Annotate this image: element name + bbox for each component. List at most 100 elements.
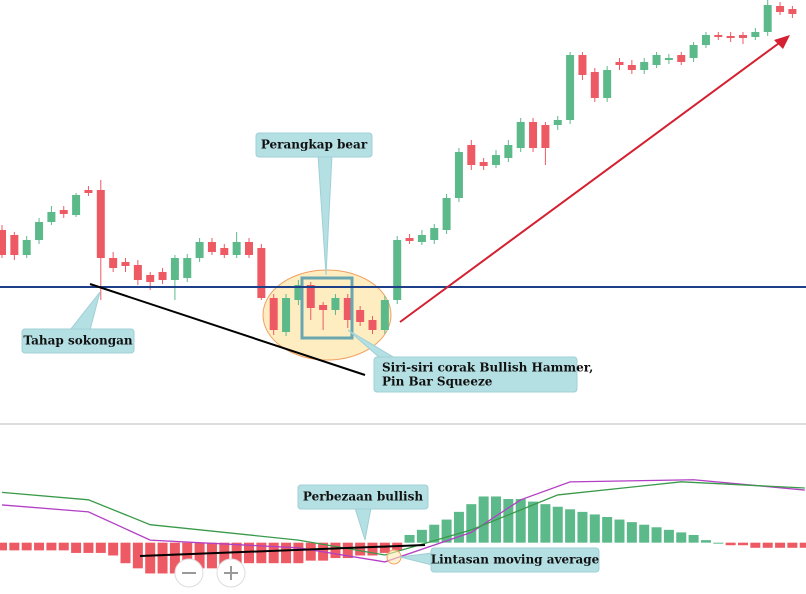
annotation: Tahap sokongan — [23, 334, 133, 348]
callout-box — [430, 547, 600, 573]
candle-body — [529, 122, 538, 148]
candle-body — [35, 222, 44, 240]
histogram-bar — [725, 542, 736, 546]
histogram-bar — [775, 542, 786, 548]
histogram-bar — [293, 542, 304, 564]
candle-body — [158, 272, 167, 280]
histogram-bar — [799, 542, 806, 548]
histogram-bar — [503, 499, 514, 543]
divergence-line — [139, 544, 426, 557]
histogram-bar — [342, 542, 353, 559]
histogram-bar — [713, 542, 724, 544]
candle-body — [504, 145, 513, 158]
candle-body — [776, 6, 785, 12]
histogram-bar — [404, 534, 415, 543]
annotation: Perbezaan bullish — [303, 490, 423, 504]
histogram-bar — [83, 542, 94, 553]
zoom-out[interactable] — [174, 558, 204, 588]
crossover-marker — [386, 549, 402, 565]
candle-body — [232, 242, 241, 255]
candle-body — [282, 298, 291, 332]
candle-body — [405, 238, 414, 241]
histogram-bar — [95, 542, 106, 553]
candle-body — [627, 65, 636, 70]
histogram-bar — [108, 542, 119, 556]
histogram-bar — [145, 542, 156, 574]
annotation: Pin Bar Squeeze — [382, 375, 493, 389]
annotation: Lintasan moving average — [431, 553, 600, 567]
histogram-bar — [540, 504, 551, 543]
histogram-bar — [330, 542, 341, 559]
annotation: Siri-siri corak Bullish Hammer, — [382, 361, 593, 375]
histogram-bar — [651, 527, 662, 543]
candle-body — [121, 262, 130, 266]
histogram-bar — [626, 522, 637, 543]
candle-body — [652, 55, 661, 65]
histogram-bar — [231, 542, 242, 566]
candle-body — [751, 32, 760, 37]
histogram-bar — [441, 519, 452, 543]
candle-body — [492, 155, 500, 165]
indicator-line — [1, 481, 805, 556]
histogram-bar — [565, 509, 576, 543]
histogram-bar — [132, 542, 143, 569]
candle-body — [664, 58, 673, 60]
candle-body — [356, 310, 365, 322]
histogram-bar — [416, 529, 427, 543]
candle-body — [146, 275, 155, 282]
candle-body — [47, 212, 56, 222]
histogram-bar — [787, 542, 798, 548]
candle-body — [72, 195, 81, 215]
histogram-bar — [9, 542, 20, 551]
histogram-bar — [71, 542, 82, 553]
trend-arrow — [399, 37, 787, 323]
histogram-bar — [466, 504, 477, 543]
histogram-bar — [528, 501, 539, 543]
candle-body — [763, 5, 772, 32]
histogram-bar — [21, 542, 32, 551]
histogram-bar — [206, 542, 217, 569]
candle-body — [479, 162, 488, 166]
candle-body — [689, 45, 698, 58]
candle-body — [454, 152, 463, 198]
candle-body — [640, 62, 649, 70]
histogram-bar — [268, 542, 279, 564]
candle-body — [368, 320, 377, 330]
histogram-bar — [367, 542, 378, 556]
histogram-bar — [453, 511, 464, 543]
candle-body — [195, 242, 204, 258]
candle-body — [245, 242, 253, 255]
candle-body — [701, 35, 710, 45]
histogram-bar — [256, 542, 267, 564]
histogram-bar — [676, 532, 687, 543]
candle-body — [220, 248, 229, 255]
candle-body — [294, 285, 303, 300]
candle-body — [343, 298, 352, 320]
callout-box — [255, 132, 373, 158]
histogram-bar — [194, 542, 205, 569]
zoom-in[interactable] — [216, 558, 246, 588]
annotation: Perangkap bear — [261, 138, 368, 152]
candle-body — [578, 55, 587, 75]
candle-body — [393, 240, 402, 300]
histogram-bar — [34, 542, 45, 551]
candle-body — [417, 235, 426, 242]
candle-body — [541, 125, 550, 148]
candle-body — [714, 35, 723, 37]
histogram-bar — [58, 542, 69, 551]
histogram-bar — [639, 524, 650, 543]
histogram-bar — [602, 517, 613, 543]
callout-box — [21, 328, 135, 354]
candle-body — [319, 305, 328, 310]
arrow-head — [774, 35, 790, 49]
candle-body — [207, 242, 216, 252]
histogram-bar — [614, 519, 625, 543]
histogram-bar — [244, 542, 254, 564]
candle-body — [331, 298, 340, 310]
indicator-line — [1, 479, 805, 563]
candle-body — [22, 240, 31, 255]
candle-body — [553, 120, 562, 125]
candle-body — [739, 35, 747, 38]
histogram-bar — [219, 542, 230, 566]
histogram-bar — [552, 506, 563, 543]
